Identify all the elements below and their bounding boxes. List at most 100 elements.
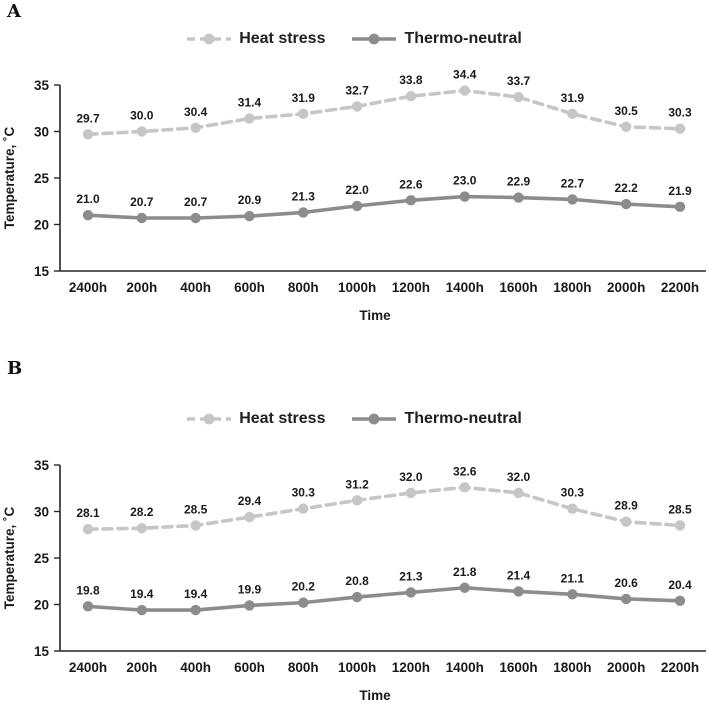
temperature-line-chart-b: 15 20 25 30 35 2400h 200h 400h 600h 800h 1000h 1200… — [2, 458, 706, 703]
series-line-thermo-neutral — [86, 194, 682, 220]
x-tick-label: 600h — [234, 280, 265, 295]
x-tick-label: 2000h — [607, 280, 645, 295]
panel-a: A Heat stress Thermo-neutral 15 20 25 30 35 2… — [0, 0, 708, 348]
data-label-heat-stress: 30.5 — [615, 104, 639, 118]
data-label-thermo-neutral: 21.3 — [399, 569, 423, 583]
data-point-marker-thermo-neutral — [459, 191, 470, 202]
legend-item-thermo-neutral: Thermo-neutral — [351, 410, 522, 428]
thermo-neutral-line-icon — [352, 413, 397, 425]
data-label-heat-stress: 31.4 — [238, 95, 262, 109]
data-label-thermo-neutral: 20.9 — [238, 193, 262, 207]
data-label-thermo-neutral: 21.1 — [561, 571, 585, 585]
data-point-marker-thermo-neutral — [513, 192, 524, 203]
x-axis-title: Time — [359, 688, 391, 703]
legend-b: Heat stress Thermo-neutral — [0, 348, 708, 428]
legend-a: Heat stress Thermo-neutral — [0, 0, 708, 48]
x-tick-label: 2400h — [69, 280, 107, 295]
data-label-heat-stress: 31.9 — [561, 91, 585, 105]
data-point-marker-heat-stress — [82, 129, 94, 140]
data-label-thermo-neutral: 22.0 — [345, 183, 369, 197]
x-tick-label: 2200h — [661, 280, 699, 295]
x-tick-label: 1200h — [392, 660, 430, 675]
data-label-heat-stress: 30.3 — [292, 486, 316, 500]
x-tick-label: 200h — [126, 280, 157, 295]
data-label-thermo-neutral: 20.4 — [668, 578, 692, 592]
data-label-heat-stress: 32.7 — [345, 83, 369, 97]
y-tick-label: 35 — [34, 78, 50, 93]
legend-item-heat-stress: Heat stress — [186, 410, 325, 428]
data-label-heat-stress: 30.4 — [184, 105, 208, 119]
data-point-marker-thermo-neutral — [190, 212, 201, 224]
y-axis-title: Temperature, ˚C — [2, 126, 17, 229]
data-point-marker-heat-stress — [298, 108, 309, 120]
x-tick-label: 800h — [288, 280, 319, 295]
data-point-marker-heat-stress — [459, 482, 470, 493]
data-label-thermo-neutral: 22.2 — [615, 181, 639, 195]
data-label-heat-stress: 32.0 — [507, 470, 531, 484]
x-tick-label: 1600h — [499, 280, 537, 295]
data-point-marker-heat-stress — [620, 121, 632, 133]
data-point-marker-thermo-neutral — [298, 207, 309, 218]
data-label-heat-stress: 30.3 — [561, 486, 585, 500]
legend-marker — [369, 413, 380, 425]
thermo-neutral-line-icon — [352, 33, 397, 45]
data-label-heat-stress: 30.0 — [130, 109, 154, 123]
data-point-marker-heat-stress — [405, 487, 417, 499]
data-label-heat-stress: 28.5 — [184, 502, 208, 516]
data-point-marker-thermo-neutral — [405, 587, 417, 598]
data-point-marker-thermo-neutral — [405, 195, 417, 206]
x-tick-label: 1400h — [446, 660, 484, 675]
data-label-thermo-neutral: 22.6 — [399, 177, 423, 191]
legend-marker — [203, 413, 215, 425]
heat-stress-line-icon — [187, 33, 232, 45]
data-point-marker-heat-stress — [136, 126, 148, 137]
data-point-marker-thermo-neutral — [244, 210, 255, 222]
data-label-heat-stress: 33.7 — [507, 74, 531, 88]
data-point-marker-heat-stress — [405, 90, 417, 102]
x-tick-label: 1000h — [338, 660, 376, 675]
data-label-thermo-neutral: 21.0 — [76, 192, 100, 206]
data-label-thermo-neutral: 20.7 — [184, 195, 208, 209]
x-tick-label: 1600h — [499, 660, 537, 675]
x-tick-label: 600h — [234, 660, 265, 675]
data-point-marker-thermo-neutral — [567, 194, 578, 205]
data-label-thermo-neutral: 22.7 — [561, 176, 585, 190]
legend-label-heat-stress: Heat stress — [239, 410, 326, 427]
x-tick-label: 2400h — [69, 660, 107, 675]
data-label-thermo-neutral: 20.2 — [292, 580, 316, 594]
data-point-marker-heat-stress — [620, 516, 632, 527]
x-tick-label: 400h — [180, 660, 211, 675]
data-point-marker-heat-stress — [136, 523, 148, 534]
x-tick-label: 1000h — [338, 280, 376, 295]
y-tick-label: 35 — [34, 458, 50, 473]
data-point-marker-heat-stress — [351, 101, 363, 112]
legend-item-thermo-neutral: Thermo-neutral — [351, 30, 522, 48]
data-label-heat-stress: 33.8 — [399, 73, 423, 87]
data-point-marker-heat-stress — [244, 511, 255, 523]
data-point-marker-thermo-neutral — [567, 589, 578, 600]
temperature-line-chart-a: 15 20 25 30 35 2400h 200h 400h 600h 800h 1000h 1200… — [2, 68, 706, 323]
x-tick-label: 1400h — [446, 280, 484, 295]
data-point-marker-thermo-neutral — [620, 593, 632, 605]
data-label-heat-stress: 30.3 — [668, 106, 692, 120]
data-label-thermo-neutral: 20.7 — [130, 195, 154, 209]
data-point-marker-heat-stress — [674, 520, 686, 531]
y-tick-label: 25 — [34, 171, 50, 186]
data-point-marker-heat-stress — [351, 495, 363, 506]
heat-stress-line-icon — [187, 413, 232, 425]
panel-b-label: B — [7, 358, 23, 379]
data-point-marker-heat-stress — [567, 503, 578, 514]
x-tick-label: 1800h — [553, 660, 591, 675]
data-label-thermo-neutral: 20.8 — [345, 574, 369, 588]
data-label-heat-stress: 28.5 — [668, 502, 692, 516]
data-point-marker-heat-stress — [82, 523, 94, 535]
data-label-heat-stress: 32.0 — [399, 470, 423, 484]
data-point-marker-thermo-neutral — [136, 604, 148, 616]
data-label-thermo-neutral: 19.4 — [130, 587, 154, 601]
data-point-marker-thermo-neutral — [674, 595, 686, 606]
data-point-marker-thermo-neutral — [298, 597, 309, 608]
data-label-thermo-neutral: 19.9 — [238, 582, 262, 596]
legend-marker — [203, 33, 215, 45]
data-point-marker-heat-stress — [190, 520, 201, 531]
legend-label-heat-stress: Heat stress — [239, 30, 326, 47]
